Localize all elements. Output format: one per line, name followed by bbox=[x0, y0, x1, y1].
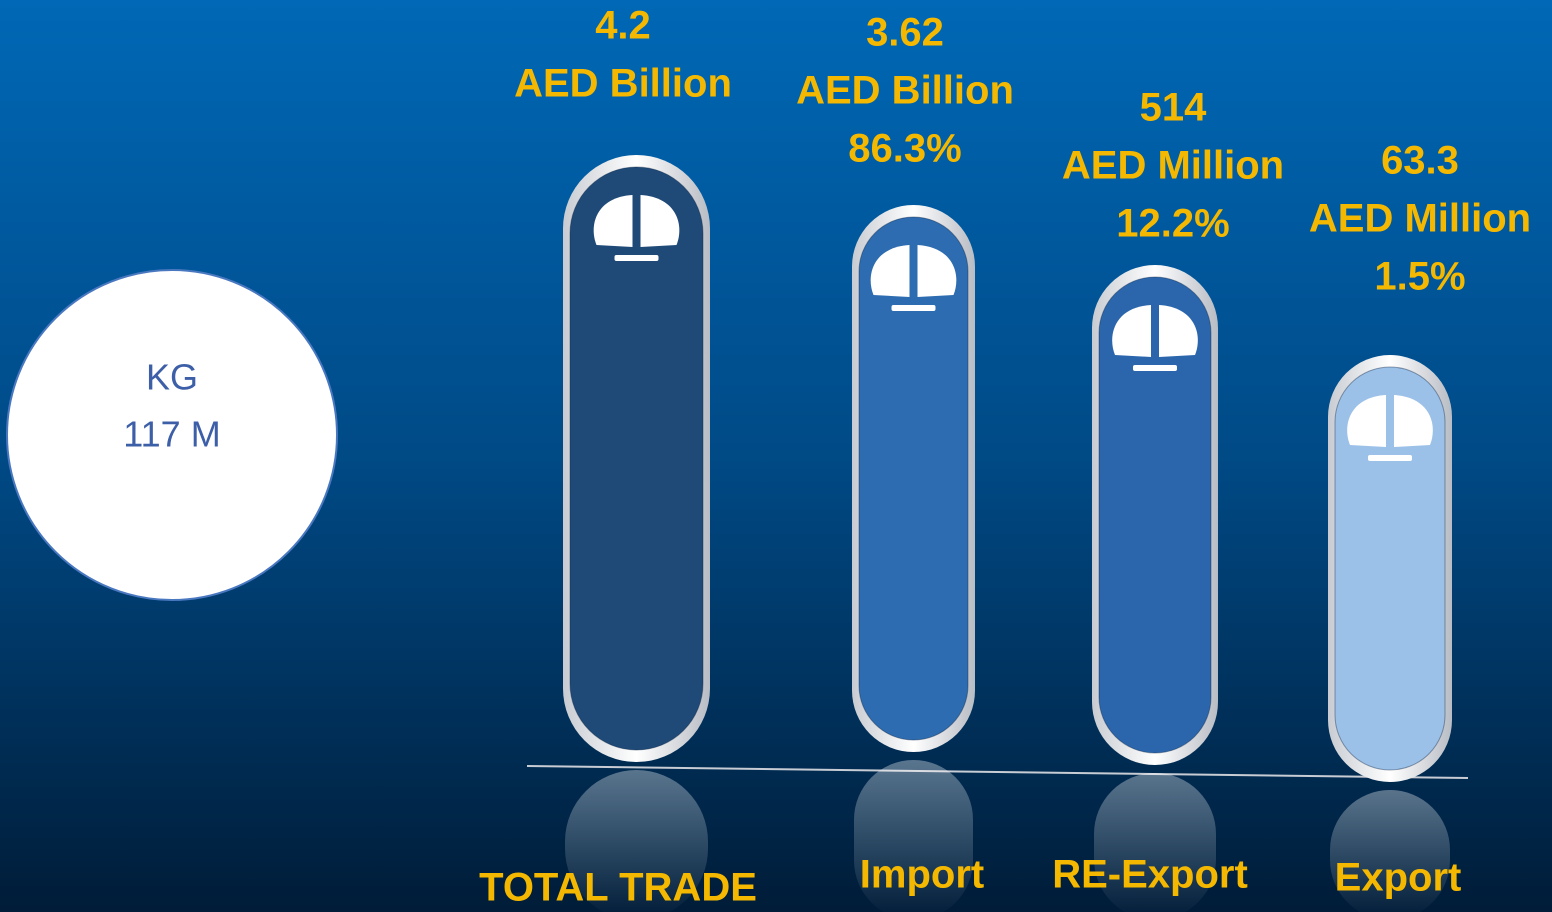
item-unit: AED Million bbox=[1309, 197, 1531, 241]
baseline bbox=[526, 765, 1469, 779]
logo-text bbox=[614, 255, 659, 261]
logo-wing bbox=[640, 195, 680, 247]
logo-wing bbox=[1159, 305, 1198, 357]
logo-text bbox=[1133, 365, 1177, 371]
item-label: TOTAL TRADE bbox=[479, 866, 757, 910]
item-value: 514 bbox=[1140, 86, 1207, 130]
logo-wing bbox=[1347, 395, 1386, 447]
logo-text bbox=[1368, 455, 1412, 461]
logo bbox=[1112, 305, 1198, 371]
item-label: Import bbox=[860, 853, 984, 897]
item-share: 12.2% bbox=[1116, 202, 1229, 246]
capsule-body bbox=[1334, 366, 1446, 771]
items: 4.2 AED Billion TOTAL TRADE 3.62 AED Billion… bbox=[479, 4, 1531, 912]
logo-wing bbox=[870, 245, 910, 297]
item-share: 1.5% bbox=[1374, 255, 1465, 299]
item-share: 86.3% bbox=[848, 127, 961, 171]
item-value: 63.3 bbox=[1381, 139, 1459, 183]
capsule-body bbox=[569, 166, 704, 751]
logo-wing bbox=[1112, 305, 1151, 357]
circle-value: 117 M bbox=[123, 414, 220, 455]
logo bbox=[870, 245, 957, 311]
logo-wing bbox=[1394, 395, 1433, 447]
item-unit: AED Billion bbox=[796, 69, 1014, 113]
item-label: Export bbox=[1335, 856, 1462, 900]
reflection bbox=[1094, 773, 1216, 912]
logo-text bbox=[891, 305, 936, 311]
circle-unit: KG bbox=[146, 357, 198, 398]
logo bbox=[593, 195, 680, 261]
kg-circle bbox=[6, 269, 338, 601]
item-value: 3.62 bbox=[866, 11, 944, 55]
capsule-body bbox=[1098, 276, 1212, 754]
item-label: RE-Export bbox=[1052, 853, 1248, 897]
capsule-body bbox=[858, 216, 969, 741]
logo bbox=[1347, 395, 1433, 461]
logo-wing bbox=[593, 195, 633, 247]
item-unit: AED Billion bbox=[514, 62, 732, 106]
item-unit: AED Million bbox=[1062, 144, 1284, 188]
reflection bbox=[854, 760, 973, 912]
reflection bbox=[565, 770, 708, 912]
logo-wing bbox=[917, 245, 957, 297]
item-value: 4.2 bbox=[595, 4, 651, 48]
reflection bbox=[1330, 790, 1450, 912]
